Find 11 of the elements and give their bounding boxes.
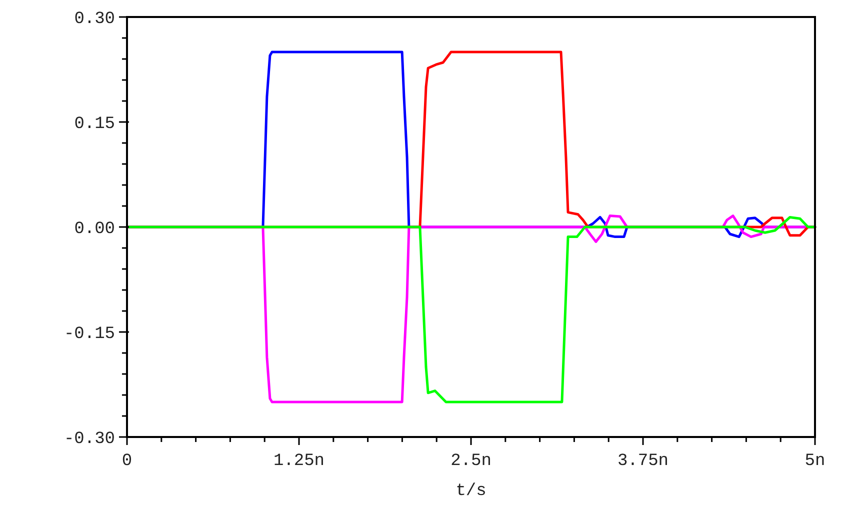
y-tick-label: 0.00 (74, 220, 115, 239)
y-tick-label: -0.15 (64, 324, 115, 344)
y-tick-label: 0.15 (74, 114, 115, 134)
x-tick-label: 0 (122, 452, 132, 471)
y-tick-label: 0.30 (74, 10, 115, 29)
x-tick-label: 2.5n (450, 452, 492, 471)
x-tick-label: 1.25n (273, 452, 325, 471)
x-tick-label: 5n (804, 452, 826, 471)
y-tick-label: -0.30 (64, 430, 115, 449)
x-axis-title: t/s (456, 482, 486, 501)
x-tick-label: 3.75n (617, 452, 669, 471)
